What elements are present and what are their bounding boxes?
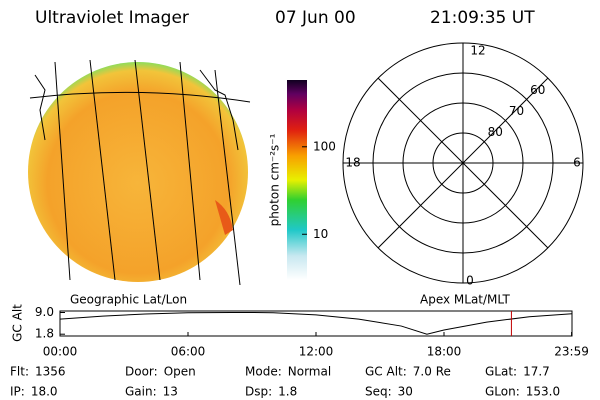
altitude-axis-label: GC Alt: [11, 304, 25, 342]
status-label: GC Alt:: [365, 365, 407, 379]
lat-ring: [372, 72, 554, 254]
status-value: 30: [398, 385, 413, 399]
mlt-label: 6: [573, 156, 581, 170]
date: 07 Jun 00: [275, 8, 356, 28]
x-tick-label: 12:00: [299, 345, 334, 359]
lat-ring: [402, 102, 524, 224]
status-label: Dsp:: [245, 385, 272, 399]
y-tick-label: 9.0: [35, 305, 54, 319]
altitude-curve: [59, 312, 573, 335]
status-value: Open: [164, 365, 196, 379]
status-value: 7.0 Re: [413, 365, 451, 379]
colorbar-tick-label: 10: [313, 227, 328, 241]
lat-limit-ring: [342, 42, 584, 284]
status-label: Seq:: [365, 385, 392, 399]
status-label: Mode:: [245, 365, 282, 379]
status-label: Gain:: [125, 385, 157, 399]
status-label: GLon:: [485, 385, 520, 399]
x-tick-label: 23:59: [554, 345, 589, 359]
x-tick-label: 00:00: [43, 345, 78, 359]
mlt-label: 0: [466, 274, 474, 288]
status-label: GLat:: [485, 365, 517, 379]
lat-ring: [432, 132, 494, 194]
x-tick-label: 06:00: [171, 345, 206, 359]
x-tick-label: 18:00: [427, 345, 462, 359]
polar-caption: Apex MLat/MLT: [420, 293, 510, 307]
lat-ring-label: 70: [509, 104, 524, 118]
time: 21:09:35 UT: [430, 8, 535, 28]
instrument: Ultraviolet Imager: [35, 8, 189, 28]
lat-ring-label: 60: [530, 83, 545, 97]
lat-ring-label: 80: [488, 125, 503, 139]
colorbar-tick-label: 100: [313, 139, 336, 153]
status-value: 1.8: [278, 385, 297, 399]
status-value: 1356: [35, 365, 66, 379]
y-tick-label: 1.8: [35, 327, 54, 341]
status-label: Door:: [125, 365, 158, 379]
status-value: 153.0: [526, 385, 560, 399]
colorbar: [287, 80, 307, 280]
status-value: 18.0: [31, 385, 58, 399]
polar-grid: [343, 43, 583, 283]
status-value: 17.7: [523, 365, 550, 379]
status-value: 13: [163, 385, 178, 399]
mlt-label: 18: [345, 156, 360, 170]
image-caption: Geographic Lat/Lon: [70, 293, 187, 307]
earth-image: [28, 59, 251, 285]
mlt-label: 12: [470, 44, 485, 58]
status-label: IP:: [10, 385, 25, 399]
status-label: Flt:: [10, 365, 29, 379]
status-value: Normal: [288, 365, 331, 379]
colorbar-label: photon cm⁻²s⁻¹: [268, 133, 282, 226]
